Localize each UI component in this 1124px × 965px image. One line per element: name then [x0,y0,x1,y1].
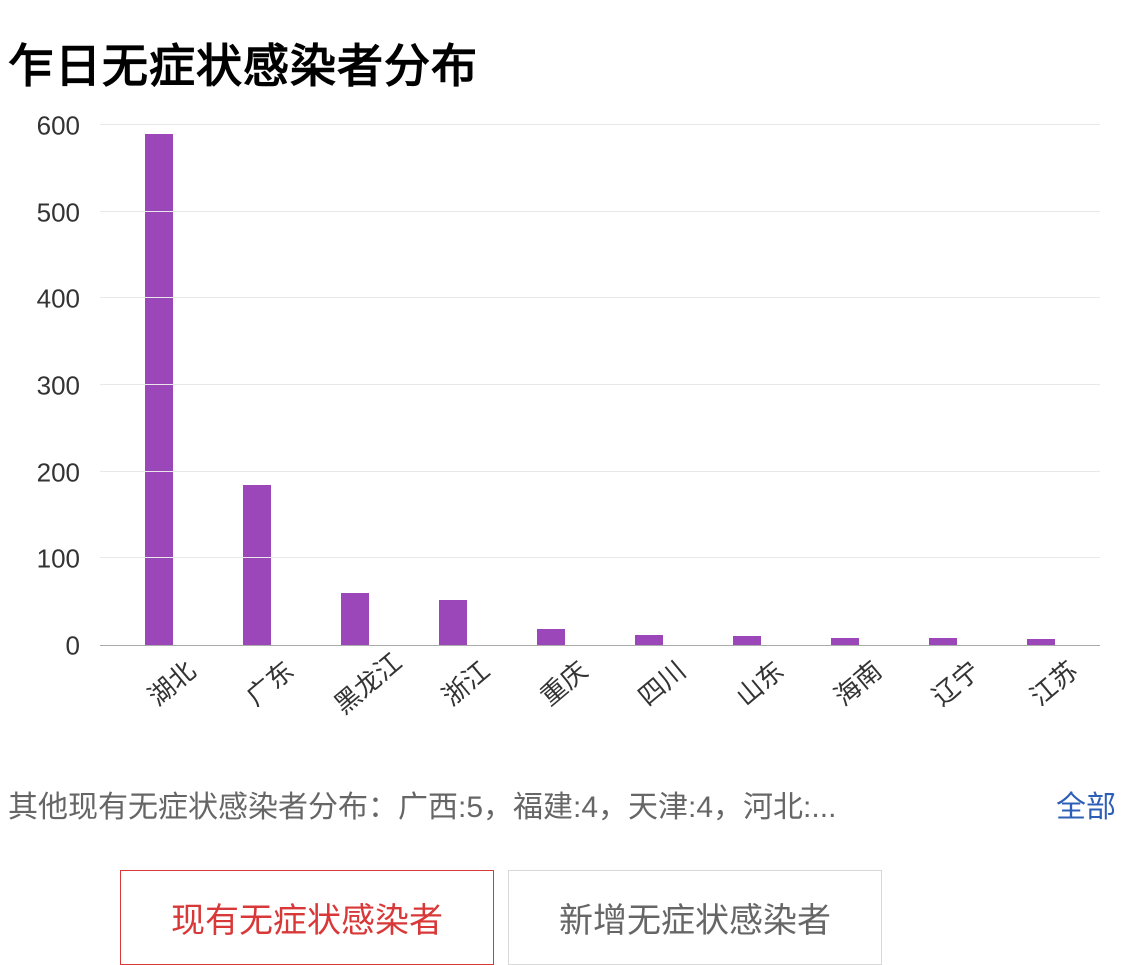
other-distribution-text: 其他现有无症状感染者分布：广西:5，福建:4，天津:4，河北:... [8,782,1048,826]
grid-line [100,211,1100,212]
y-tick-label: 600 [37,111,80,142]
show-all-link[interactable]: 全部 [1056,782,1116,826]
bar-slot [502,126,600,645]
bar-slot [894,126,992,645]
bar [537,629,565,645]
bar-slot [600,126,698,645]
grid-line [100,124,1100,125]
bar-slot [110,126,208,645]
bar-slot [698,126,796,645]
bar-slot [306,126,404,645]
bar [243,485,271,645]
bar-slot [404,126,502,645]
tab-existing-asymptomatic[interactable]: 现有无症状感染者 [120,870,494,965]
y-tick-label: 500 [37,197,80,228]
grid-line [100,471,1100,472]
x-tick-label: 辽宁 [905,637,1004,728]
y-tick-label: 100 [37,544,80,575]
y-tick-label: 300 [37,371,80,402]
bar [929,638,957,645]
bar [439,600,467,645]
bar-slot [992,126,1090,645]
other-distribution-row: 其他现有无症状感染者分布：广西:5，福建:4，天津:4，河北:... 全部 [8,782,1116,826]
chart-title: 乍日无症状感染者分布 [0,0,1124,116]
x-axis-labels: 湖北广东黑龙江浙江重庆四川山东海南辽宁江苏 [100,656,1100,705]
tab-group: 现有无症状感染者 新增无症状感染者 [120,870,882,965]
x-tick-label: 黑龙江 [317,637,416,728]
x-tick-label: 重庆 [513,637,612,728]
x-tick-label: 浙江 [415,637,514,728]
bar-slot [796,126,894,645]
y-tick-label: 400 [37,284,80,315]
x-tick-label: 四川 [611,637,710,728]
y-tick-label: 200 [37,457,80,488]
bar-chart: 0100200300400500600 湖北广东黑龙江浙江重庆四川山东海南辽宁江… [10,116,1110,716]
x-tick-label: 广东 [219,637,318,728]
bar [733,636,761,645]
bar [831,638,859,645]
x-tick-label: 山东 [709,637,808,728]
grid-line [100,557,1100,558]
bar-slot [208,126,306,645]
x-tick-label: 江苏 [1003,637,1102,728]
tab-new-asymptomatic[interactable]: 新增无症状感染者 [508,870,882,965]
y-axis: 0100200300400500600 [10,116,90,656]
bar [1027,639,1055,645]
grid-line [100,297,1100,298]
y-tick-label: 0 [66,631,80,662]
x-tick-label: 湖北 [121,637,220,728]
grid-line [100,384,1100,385]
plot-area [100,126,1100,646]
bars-group [100,126,1100,645]
bar [635,635,663,645]
bar [341,593,369,645]
x-tick-label: 海南 [807,637,906,728]
